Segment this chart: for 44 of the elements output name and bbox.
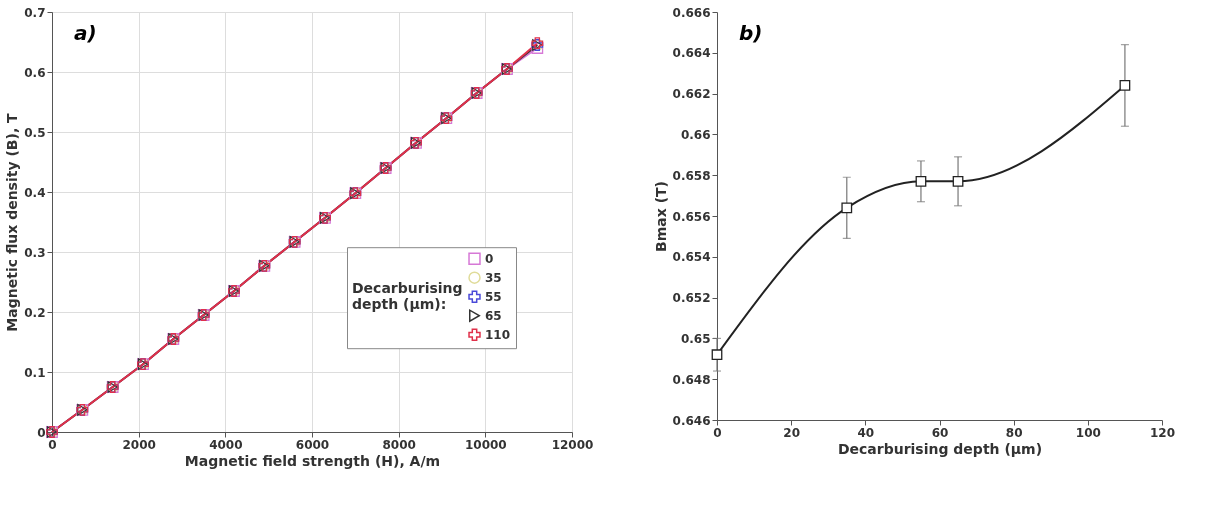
y-axis-title: Magnetic flux density (B), T [4,112,21,332]
x-tick-label: 0 [48,437,57,452]
x-tick-label: 4000 [209,437,243,452]
y-tick-label: 0.4 [24,185,46,200]
x-tick-label: 12000 [551,437,594,452]
x-tick-label: 6000 [295,437,330,452]
x-tick-label: 20 [783,425,801,440]
legend-title: Decarburising depth (µm): [352,280,463,313]
y-tick-label: 0.1 [24,365,46,380]
y-tick-label: 0.654 [672,250,711,265]
annotation: b) [739,21,763,45]
y-tick-label: 0.662 [672,87,711,102]
y-tick-label: 0.5 [24,125,46,140]
y-tick-label: 0.666 [672,5,711,20]
x-tick-label: 0 [713,425,722,440]
x-tick-label: 100 [1075,425,1101,440]
legend-label: 55 [485,289,502,304]
y-tick-label: 0.7 [24,5,46,20]
x-tick-label: 60 [931,425,949,440]
y-tick-label: 0.646 [672,413,711,428]
y-axis-title: Bmax (T) [652,181,669,252]
x-tick-label: 80 [1005,425,1023,440]
y-tick-label: 0.6 [24,65,46,80]
legend-label: 35 [485,270,502,285]
y-tick-label: 0.656 [672,209,711,224]
x-tick-label: 8000 [382,437,416,452]
y-tick-label: 0.658 [672,168,711,183]
x-axis-title: Decarburising depth (µm) [837,440,1043,457]
y-tick-label: 0.648 [672,372,711,387]
x-tick-label: 40 [857,425,875,440]
y-tick-label: 0.2 [24,305,46,320]
y-tick-label: 0.65 [680,331,711,346]
legend-label: 110 [485,327,511,342]
legend-label: 0 [485,251,494,266]
x-axis-title: Magnetic field strength (H), A/m [184,452,441,469]
x-tick-label: 10000 [464,437,507,452]
legend-label: 65 [485,308,502,323]
y-tick-label: 0.664 [672,46,711,61]
annotation: a) [74,21,97,45]
x-tick-label: 120 [1149,425,1176,440]
y-tick-label: 0.3 [24,245,46,260]
y-tick-label: 0.66 [680,127,711,142]
x-tick-label: 2000 [122,437,156,452]
y-tick-label: 0.652 [672,291,711,306]
